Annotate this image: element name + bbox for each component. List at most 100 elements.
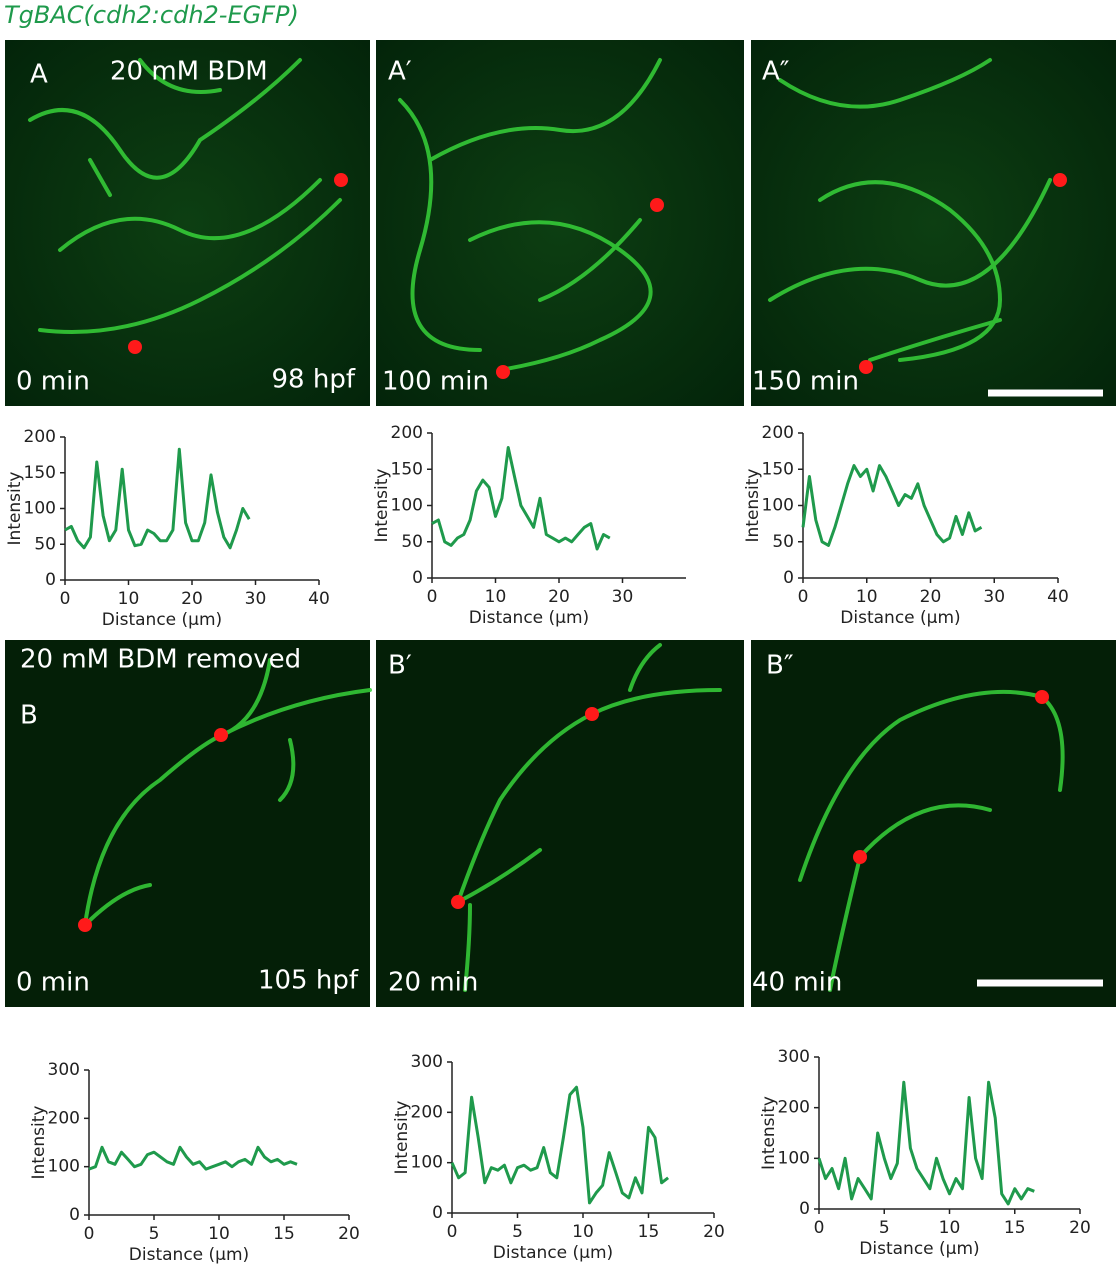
fiber [798,689,1065,992]
image-b1 [376,640,744,1007]
y-tick-label: 200 [778,1098,810,1118]
time-label: 150 min [752,367,859,397]
y-tick-label: 200 [411,1102,443,1122]
fiber [768,58,1052,362]
y-tick-label: 200 [762,423,794,443]
time-label: 20 min [388,968,478,998]
x-tick-label: 15 [273,1224,295,1244]
image-a2 [751,40,1116,406]
condition: 20 mM BDM removed [20,645,301,675]
y-tick-label: 100 [778,1148,810,1168]
figure-title: TgBAC(cdh2:cdh2-EGFP) [4,1,299,29]
x-axis-label: Distance (μm) [469,608,589,628]
y-tick-label: 100 [411,1153,443,1173]
x-tick-label: 15 [638,1222,660,1242]
x-tick-label: 5 [879,1218,890,1238]
y-tick-label: 300 [411,1052,443,1072]
panel-letter: A [30,60,48,90]
red-markers [78,173,1067,932]
y-tick-label: 50 [772,532,794,552]
x-tick-label: 0 [84,1224,95,1244]
x-axis-label: Distance (μm) [129,1245,249,1265]
x-tick-label: 0 [798,587,809,607]
intensity-line [431,446,611,551]
x-axis-label: Distance (μm) [859,1239,979,1259]
x-tick-label: 30 [983,587,1005,607]
image-a [5,40,370,406]
x-tick-label: 0 [427,587,438,607]
y-axis-label: Intensity [372,469,392,543]
line-chart: 0 50 100 150 200 0 10 20 30 40 Distance (μm) Intens… [743,423,1069,628]
x-tick-label: 15 [1004,1218,1026,1238]
image-b2 [751,640,1116,1007]
y-tick-label: 200 [24,427,56,447]
y-axis-label: Intensity [29,1106,49,1180]
x-tick-label: 10 [118,589,140,609]
x-tick-label: 0 [447,1222,458,1242]
x-tick-label: 20 [920,587,942,607]
y-tick-label: 100 [24,499,56,519]
y-tick-label: 0 [432,1203,443,1223]
fiber [28,58,342,334]
x-tick-label: 10 [208,1224,230,1244]
y-tick-label: 0 [45,570,56,590]
y-tick-label: 100 [391,496,423,516]
y-tick-label: 150 [391,459,423,479]
y-axis-label: Intensity [392,1101,412,1175]
y-tick-label: 200 [391,423,423,443]
line-chart: 0 100 200 300 0 5 10 15 20 Distance (μm) Intensity [29,1060,360,1265]
x-tick-label: 20 [181,589,203,609]
fiber [456,643,722,992]
x-tick-label: 40 [1047,587,1069,607]
panel-letter: B′ [388,651,412,681]
x-axis-label: Distance (μm) [493,1243,613,1263]
y-tick-label: 50 [34,534,56,554]
y-tick-label: 50 [401,532,423,552]
y-tick-label: 100 [48,1157,80,1177]
y-tick-label: 300 [48,1060,80,1080]
x-tick-label: 30 [245,589,267,609]
image-panels [5,40,1116,1007]
x-tick-label: 20 [703,1222,725,1242]
panel-letter: A″ [762,57,790,87]
x-tick-label: 10 [939,1218,961,1238]
y-tick-label: 0 [799,1199,810,1219]
y-tick-label: 100 [762,496,794,516]
y-axis-label: Intensity [743,469,763,543]
time-label: 0 min [16,367,90,397]
intensity-line [64,447,251,550]
x-tick-label: 30 [612,587,634,607]
y-axis-label: Intensity [759,1096,779,1170]
intensity-line [817,1080,1035,1206]
time-label: 0 min [16,968,90,998]
x-tick-label: 10 [485,587,507,607]
time-label: 40 min [752,968,842,998]
time-label: 100 min [382,367,489,397]
line-chart: 0 50 100 150 200 0 10 20 30 40 Distance (μm) Intens… [5,427,330,630]
stage-label: 98 hpf [272,365,356,395]
x-tick-label: 0 [60,589,71,609]
fiber [83,658,372,927]
line-chart: 0 100 200 300 0 5 10 15 20 Distance (μm) Intensity [759,1047,1091,1259]
x-tick-label: 0 [814,1218,825,1238]
y-tick-label: 150 [762,459,794,479]
image-b [5,640,370,1007]
intensity-line [88,1145,298,1171]
y-axis-label: Intensity [5,472,25,546]
x-tick-label: 40 [308,589,330,609]
stage-label: 105 hpf [258,966,359,996]
x-tick-label: 10 [856,587,878,607]
x-tick-label: 20 [548,587,570,607]
y-tick-label: 0 [412,568,423,588]
line-chart: 0 50 100 150 200 0 10 20 30 Distance (μm) Intensit… [372,423,686,628]
x-tick-label: 5 [512,1222,523,1242]
panel-letter: B″ [766,651,794,681]
intensity-line [801,464,983,547]
panel-letter: A′ [388,57,412,87]
fiber [398,58,662,372]
x-tick-label: 5 [149,1224,160,1244]
x-tick-label: 10 [572,1222,594,1242]
line-chart: 0 100 200 300 0 5 10 15 20 Distance (μm) Intensity [392,1052,725,1263]
intensity-line [450,1085,670,1205]
